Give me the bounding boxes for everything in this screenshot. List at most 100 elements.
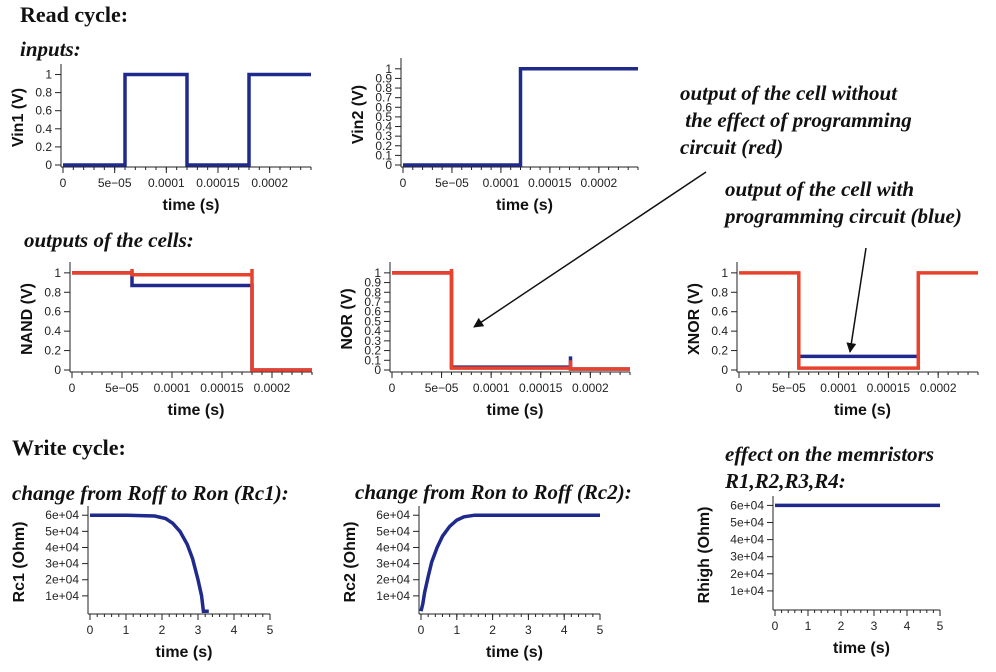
x-tick-label: 0: [69, 381, 76, 395]
x-tick-label: 0: [400, 176, 407, 190]
x-axis-label: time (s): [163, 197, 220, 214]
memristor-effect-note: effect on the memristors R1,R2,R3,R4:: [725, 442, 935, 493]
y-tick-label: 4e+04: [730, 533, 764, 547]
x-tick-label: 5e−05: [105, 381, 139, 395]
y-tick-label: 0.6: [364, 305, 381, 319]
x-tick-label: 4: [561, 623, 568, 637]
series-line-red: [72, 269, 312, 372]
y-tick-label: 6e+04: [376, 508, 410, 522]
x-tick-label: 0.0002: [254, 381, 291, 395]
y-tick-label: 3e+04: [376, 557, 410, 571]
x-axis-label: time (s): [486, 644, 543, 661]
y-tick-label: 0.4: [375, 120, 392, 134]
y-tick-label: 1: [45, 68, 52, 82]
y-tick-label: 0: [45, 158, 52, 172]
chart-vin2: 0 5e−05 0.0001 0.00015 0.000200.10.20.30.40.…: [350, 58, 639, 214]
read-cycle-heading: Read cycle:: [20, 2, 129, 27]
y-tick-label: 0.1: [375, 148, 392, 162]
y-axis-label: NOR (V): [339, 288, 356, 349]
annotation-red: output of the cell without the effect of…: [680, 81, 912, 159]
chart-rhigh: 0 1 2 3 4 5 1e+04 2e+04 3e+04 4e+04 5e+04 6e+04 time…: [696, 496, 944, 657]
arrow-to-red-output: [473, 171, 707, 328]
x-axis-label: time (s): [156, 644, 213, 661]
y-tick-label: 0.3: [375, 129, 392, 143]
series-line-red: [392, 269, 630, 371]
y-tick-label: 0: [385, 158, 392, 172]
y-tick-label: 1: [721, 266, 728, 280]
series-line-blue: [419, 513, 600, 612]
chart-nand: 0 5e−05 0.0001 0.00015 0.0002 0 0.2 0.4 0.6 0.8 1 t…: [19, 262, 313, 419]
x-tick-label: 3: [871, 619, 878, 633]
y-tick-label: 1: [385, 62, 392, 76]
x-tick-label: 1: [453, 623, 460, 637]
x-tick-label: 0: [772, 619, 779, 633]
x-tick-label: 0: [418, 623, 425, 637]
x-tick-label: 4: [231, 623, 238, 637]
y-tick-label: 0.4: [35, 122, 52, 136]
x-tick-label: 1: [123, 623, 130, 637]
y-tick-label: 1e+04: [730, 584, 764, 598]
annotation-blue: output of the cell with programming circ…: [725, 177, 962, 228]
x-tick-label: 0.00015: [196, 176, 240, 190]
arrow-to-blue-output: [846, 247, 867, 353]
y-axis-label: NAND (V): [19, 283, 36, 355]
y-axis-label: Vin1 (V): [10, 88, 27, 147]
y-tick-label: 2e+04: [45, 573, 79, 587]
y-tick-label: 0.6: [375, 100, 392, 114]
y-tick-label: 2e+04: [376, 573, 410, 587]
x-tick-label: 0.0001: [154, 381, 191, 395]
x-tick-label: 5: [937, 619, 944, 633]
x-tick-label: 0.00015: [528, 176, 572, 190]
y-tick-label: 0: [374, 363, 381, 377]
x-tick-label: 4: [904, 619, 911, 633]
y-tick-label: 0.4: [44, 324, 61, 338]
x-axis-label: time (s): [168, 402, 225, 419]
y-tick-label: 0.2: [711, 344, 728, 358]
y-tick-label: 0.9: [375, 71, 392, 85]
y-tick-label: 0.7: [375, 91, 392, 105]
y-axis-label: Rhigh (Ohm): [696, 507, 713, 604]
y-tick-label: 0.1: [364, 353, 381, 367]
x-tick-label: 3: [525, 623, 532, 637]
series-line-blue: [403, 67, 638, 167]
y-tick-label: 0.6: [44, 305, 61, 319]
series-line-blue: [392, 271, 630, 371]
y-tick-label: 5e+04: [730, 516, 764, 530]
x-tick-label: 2: [838, 619, 845, 633]
y-tick-label: 4e+04: [45, 540, 79, 554]
y-tick-label: 2e+04: [730, 567, 764, 581]
rc2-heading: change from Ron to Roff (Rc2):: [355, 480, 632, 504]
chart-vin1: 0 5e−05 0.0001 0.00015 0.0002 0 0.2 0.4 0.6 0.8 1 t…: [10, 64, 312, 214]
x-tick-label: 0.0001: [148, 176, 185, 190]
y-tick-label: 0.2: [375, 139, 392, 153]
y-axis-label: Rc1 (Ohm): [11, 522, 28, 603]
x-tick-label: 0.0001: [473, 381, 510, 395]
y-tick-label: 0.8: [711, 285, 728, 299]
y-tick-label: 0: [54, 363, 61, 377]
y-tick-label: 1: [374, 266, 381, 280]
series-line-blue: [63, 72, 311, 167]
rc1-heading: change from Roff to Ron (Rc1):: [12, 481, 289, 505]
x-tick-label: 3: [195, 623, 202, 637]
x-tick-label: 0: [736, 381, 743, 395]
y-tick-label: 0.4: [364, 324, 381, 338]
x-tick-label: 5: [597, 623, 604, 637]
x-tick-label: 0: [87, 623, 94, 637]
y-tick-label: 3e+04: [730, 550, 764, 564]
x-tick-label: 2: [489, 623, 496, 637]
y-tick-label: 0.5: [364, 314, 381, 328]
y-tick-label: 0.3: [364, 334, 381, 348]
y-tick-label: 1e+04: [376, 589, 410, 603]
y-tick-label: 1: [54, 266, 61, 280]
y-tick-label: 0.2: [44, 344, 61, 358]
x-tick-label: 2: [159, 623, 166, 637]
inputs-heading: inputs:: [20, 37, 81, 61]
series-line-blue: [90, 513, 209, 613]
series-line-red: [739, 271, 978, 370]
x-tick-label: 1: [805, 619, 812, 633]
y-axis-label: XNOR (V): [686, 283, 703, 355]
x-tick-label: 0: [60, 176, 67, 190]
y-tick-label: 0.9: [364, 276, 381, 290]
